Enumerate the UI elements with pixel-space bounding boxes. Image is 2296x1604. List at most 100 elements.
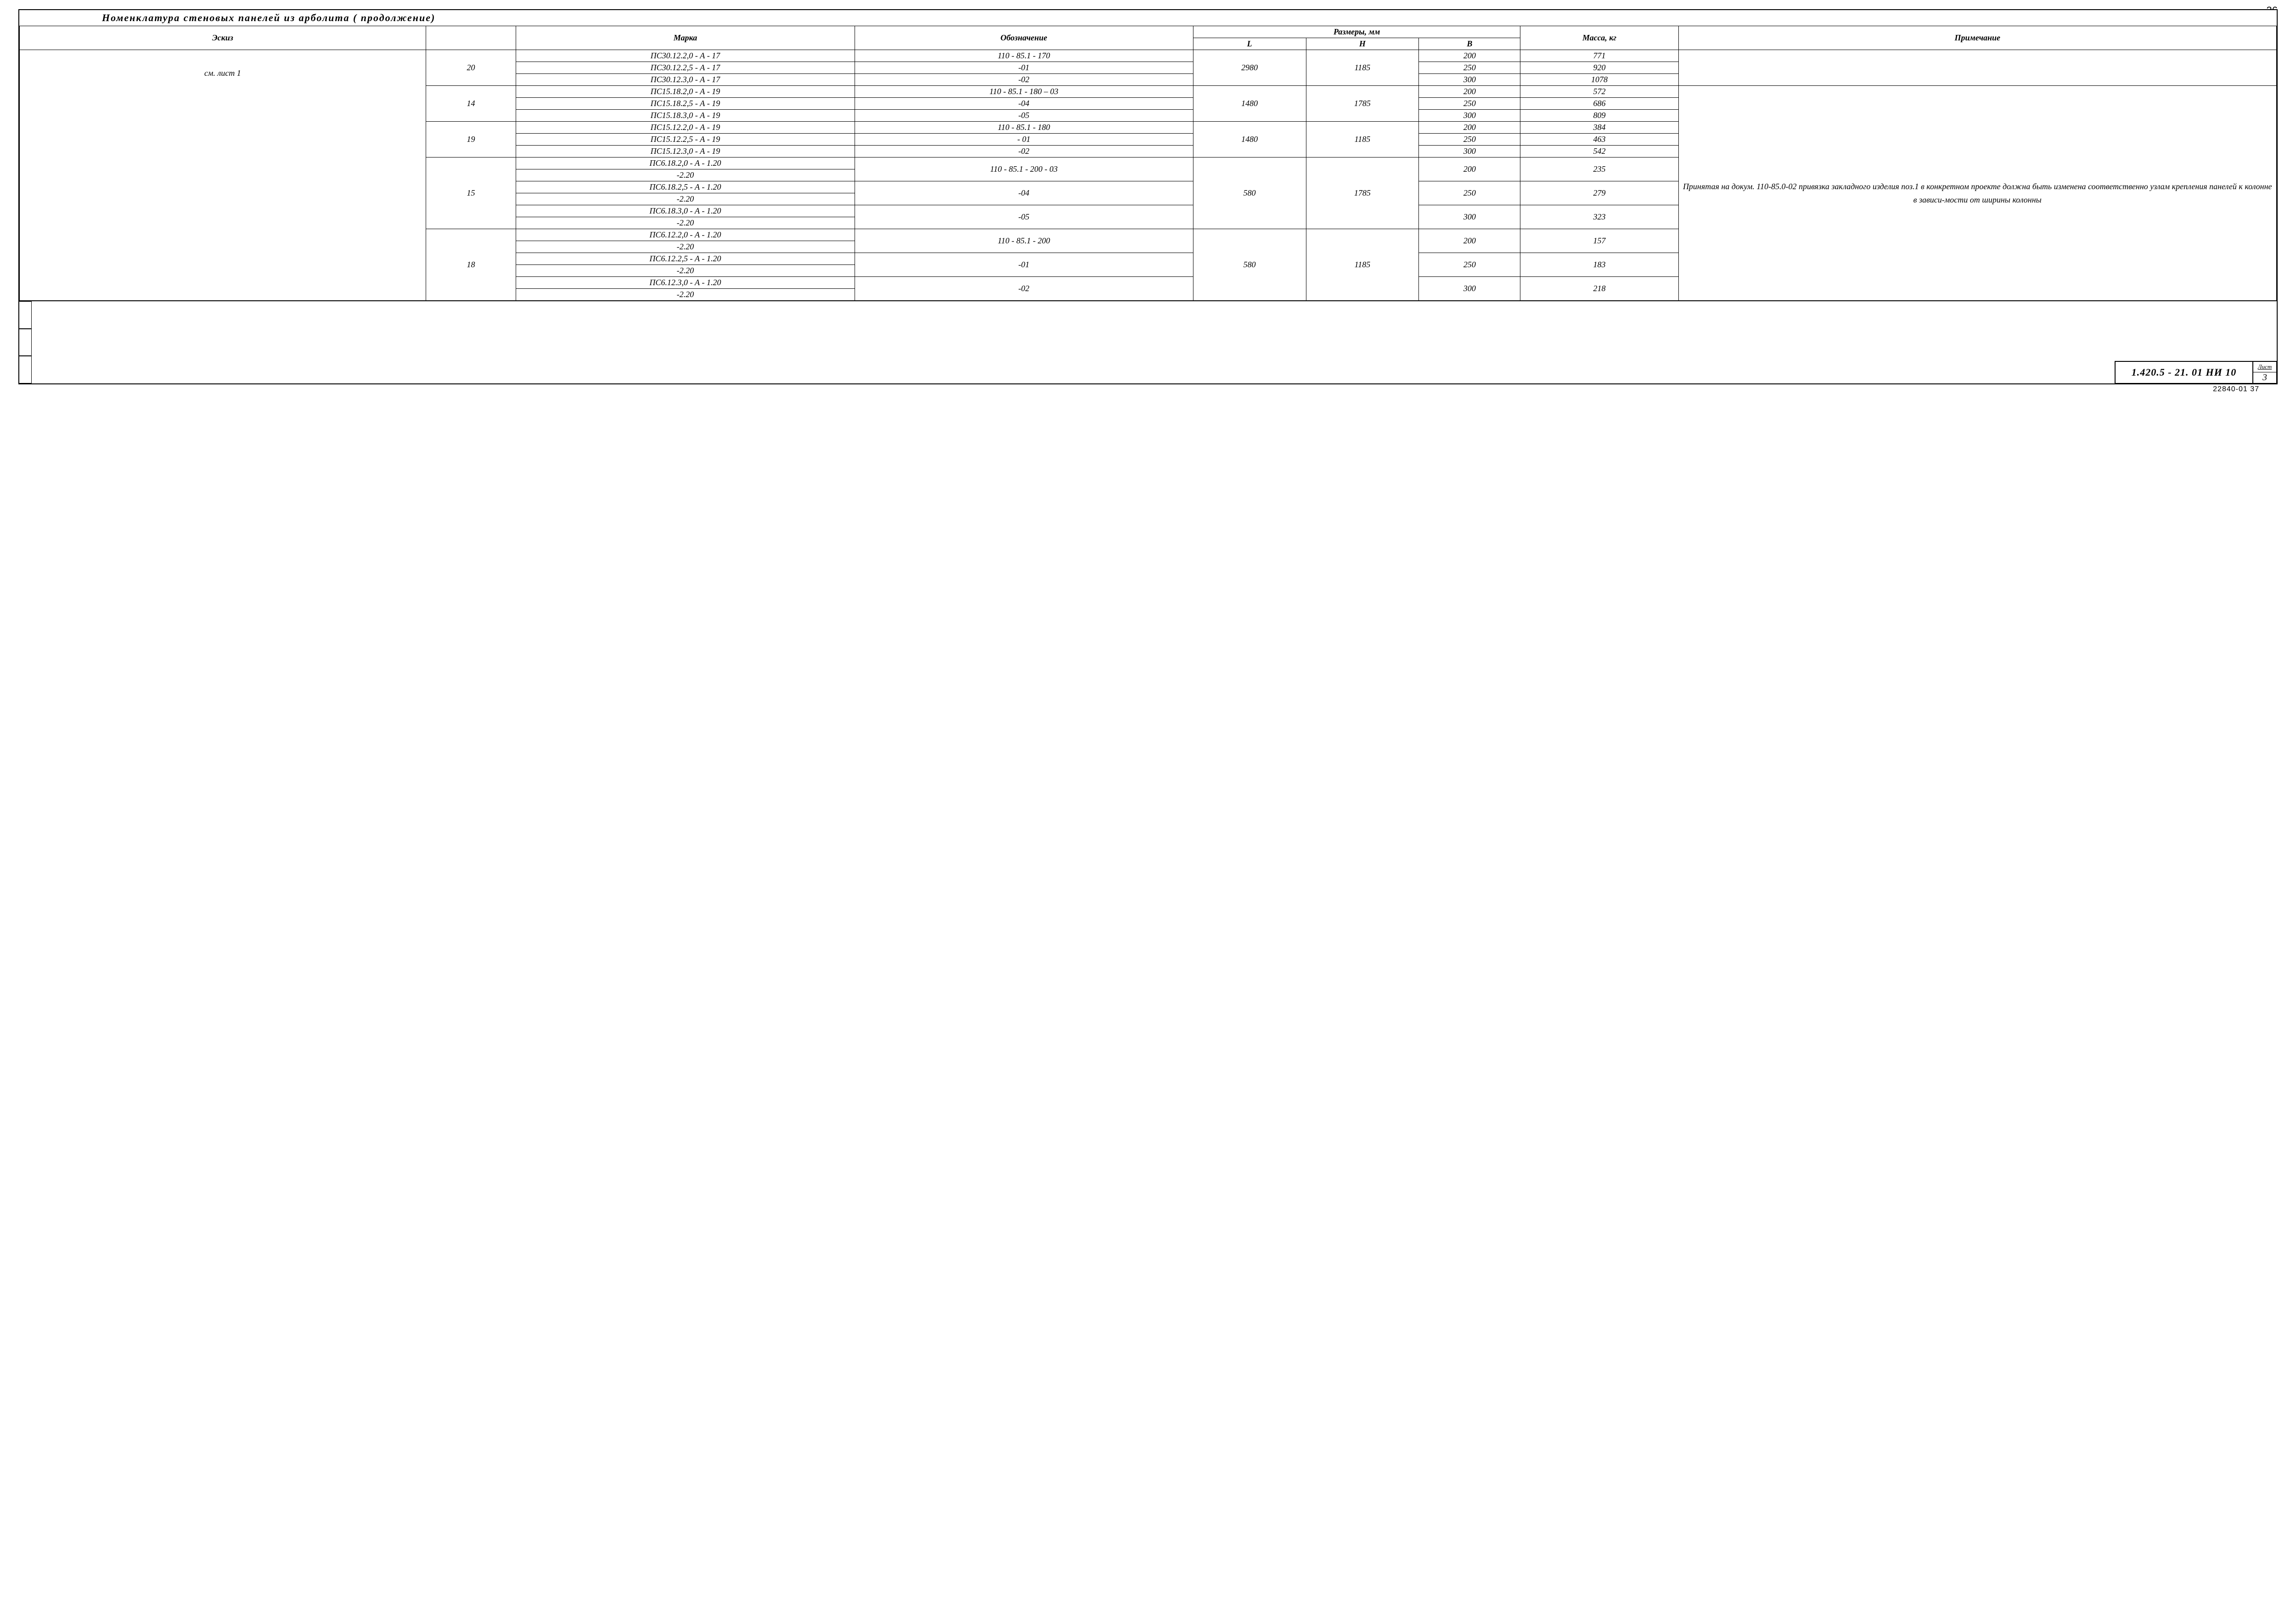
dim-h: 1185: [1306, 229, 1419, 301]
marka-cell: ПС15.12.2,5 - А - 19: [516, 134, 855, 146]
oboz-cell: -05: [855, 205, 1193, 229]
dim-b: 200: [1419, 229, 1520, 253]
table-title: Номенклатура стеновых панелей из арболит…: [19, 10, 2277, 26]
header-num: [426, 26, 516, 50]
massa-cell: 218: [1520, 277, 1678, 301]
marka-cell: ПС15.12.3,0 - А - 19: [516, 146, 855, 158]
marka-cell: ПС15.12.2,0 - А - 19: [516, 122, 855, 134]
group-number: 14: [426, 86, 516, 122]
header-h: H: [1306, 38, 1419, 50]
oboz-cell: - 01: [855, 134, 1193, 146]
dim-h: 1785: [1306, 158, 1419, 229]
eskiz-cell: см. лист 1: [20, 50, 426, 301]
marka-cell: ПС6.18.3,0 - А - 1.20: [516, 205, 855, 217]
header-eskiz: Эскиз: [20, 26, 426, 50]
dim-b: 300: [1419, 146, 1520, 158]
sheet-label: Лист: [2253, 362, 2276, 372]
marka-cell: ПС6.18.2,0 - А - 1.20: [516, 158, 855, 169]
dim-b: 300: [1419, 277, 1520, 301]
massa-cell: 157: [1520, 229, 1678, 253]
dim-b: 200: [1419, 50, 1520, 62]
dim-b: 300: [1419, 74, 1520, 86]
marka-cell: ПС15.18.3,0 - А - 19: [516, 110, 855, 122]
dim-b: 250: [1419, 134, 1520, 146]
dim-b: 200: [1419, 122, 1520, 134]
oboz-cell: -04: [855, 98, 1193, 110]
oboz-cell: -02: [855, 74, 1193, 86]
dim-b: 300: [1419, 110, 1520, 122]
oboz-cell: 110 - 85.1 - 170: [855, 50, 1193, 62]
header-marka: Марка: [516, 26, 855, 50]
drawing-code: 1.420.5 - 21. 01 НИ 10: [2116, 362, 2253, 383]
group-number: 18: [426, 229, 516, 301]
header-massa: Масса, кг: [1520, 26, 1678, 50]
marka-cell-sub: -2.20: [516, 241, 855, 253]
oboz-cell: 110 - 85.1 - 180 – 03: [855, 86, 1193, 98]
dim-h: 1185: [1306, 50, 1419, 86]
oboz-cell: -01: [855, 253, 1193, 277]
group-number: 15: [426, 158, 516, 229]
marka-cell: ПС30.12.2,5 - А - 17: [516, 62, 855, 74]
massa-cell: 771: [1520, 50, 1678, 62]
header-l: L: [1193, 38, 1306, 50]
group-number: 19: [426, 122, 516, 158]
marka-cell: ПС30.12.2,0 - А - 17: [516, 50, 855, 62]
dim-h: 1785: [1306, 86, 1419, 122]
oboz-cell: -02: [855, 277, 1193, 301]
dim-l: 1480: [1193, 86, 1306, 122]
bottom-margin-area: 1.420.5 - 21. 01 НИ 10 Лист 3: [19, 301, 2277, 383]
marka-cell-sub: -2.20: [516, 217, 855, 229]
dim-l: 2980: [1193, 50, 1306, 86]
header-oboz: Обозначение: [855, 26, 1193, 50]
prim-note: Принятая на докум. 110-85.0-02 привязка …: [1678, 86, 2277, 301]
marka-cell: ПС30.12.3,0 - А - 17: [516, 74, 855, 86]
dim-b: 200: [1419, 86, 1520, 98]
marka-cell-sub: -2.20: [516, 265, 855, 277]
massa-cell: 572: [1520, 86, 1678, 98]
massa-cell: 1078: [1520, 74, 1678, 86]
massa-cell: 279: [1520, 181, 1678, 205]
title-block-stamp: 1.420.5 - 21. 01 НИ 10 Лист 3: [2115, 361, 2277, 384]
marka-cell: ПС15.18.2,0 - А - 19: [516, 86, 855, 98]
dim-b: 300: [1419, 205, 1520, 229]
dim-b: 250: [1419, 98, 1520, 110]
header-razmery: Размеры, мм: [1193, 26, 1520, 38]
dim-l: 1480: [1193, 122, 1306, 158]
oboz-cell: -04: [855, 181, 1193, 205]
header-b: B: [1419, 38, 1520, 50]
oboz-cell: 110 - 85.1 - 180: [855, 122, 1193, 134]
dim-b: 250: [1419, 62, 1520, 74]
dim-b: 250: [1419, 181, 1520, 205]
massa-cell: 809: [1520, 110, 1678, 122]
massa-cell: 686: [1520, 98, 1678, 110]
drawing-sheet: Номенклатура стеновых панелей из арболит…: [18, 9, 2278, 384]
marka-cell: ПС15.18.2,5 - А - 19: [516, 98, 855, 110]
massa-cell: 542: [1520, 146, 1678, 158]
oboz-cell: -05: [855, 110, 1193, 122]
dim-l: 580: [1193, 229, 1306, 301]
massa-cell: 384: [1520, 122, 1678, 134]
marka-cell-sub: -2.20: [516, 289, 855, 301]
marka-cell-sub: -2.20: [516, 169, 855, 181]
massa-cell: 323: [1520, 205, 1678, 229]
marka-cell-sub: -2.20: [516, 193, 855, 205]
massa-cell: 463: [1520, 134, 1678, 146]
oboz-cell: 110 - 85.1 - 200 - 03: [855, 158, 1193, 181]
dim-b: 250: [1419, 253, 1520, 277]
oboz-cell: -02: [855, 146, 1193, 158]
massa-cell: 183: [1520, 253, 1678, 277]
dim-b: 200: [1419, 158, 1520, 181]
prim-empty: [1678, 50, 2277, 86]
dim-h: 1185: [1306, 122, 1419, 158]
group-number: 20: [426, 50, 516, 86]
binding-margin-boxes: [19, 301, 32, 383]
marka-cell: ПС6.18.2,5 - А - 1.20: [516, 181, 855, 193]
marka-cell: ПС6.12.2,5 - А - 1.20: [516, 253, 855, 265]
oboz-cell: 110 - 85.1 - 200: [855, 229, 1193, 253]
header-prim: Примечание: [1678, 26, 2277, 50]
oboz-cell: -01: [855, 62, 1193, 74]
massa-cell: 235: [1520, 158, 1678, 181]
sheet-number: 3: [2253, 372, 2276, 383]
nomenclature-table: Эскиз Марка Обозначение Размеры, мм Масс…: [19, 26, 2277, 301]
massa-cell: 920: [1520, 62, 1678, 74]
